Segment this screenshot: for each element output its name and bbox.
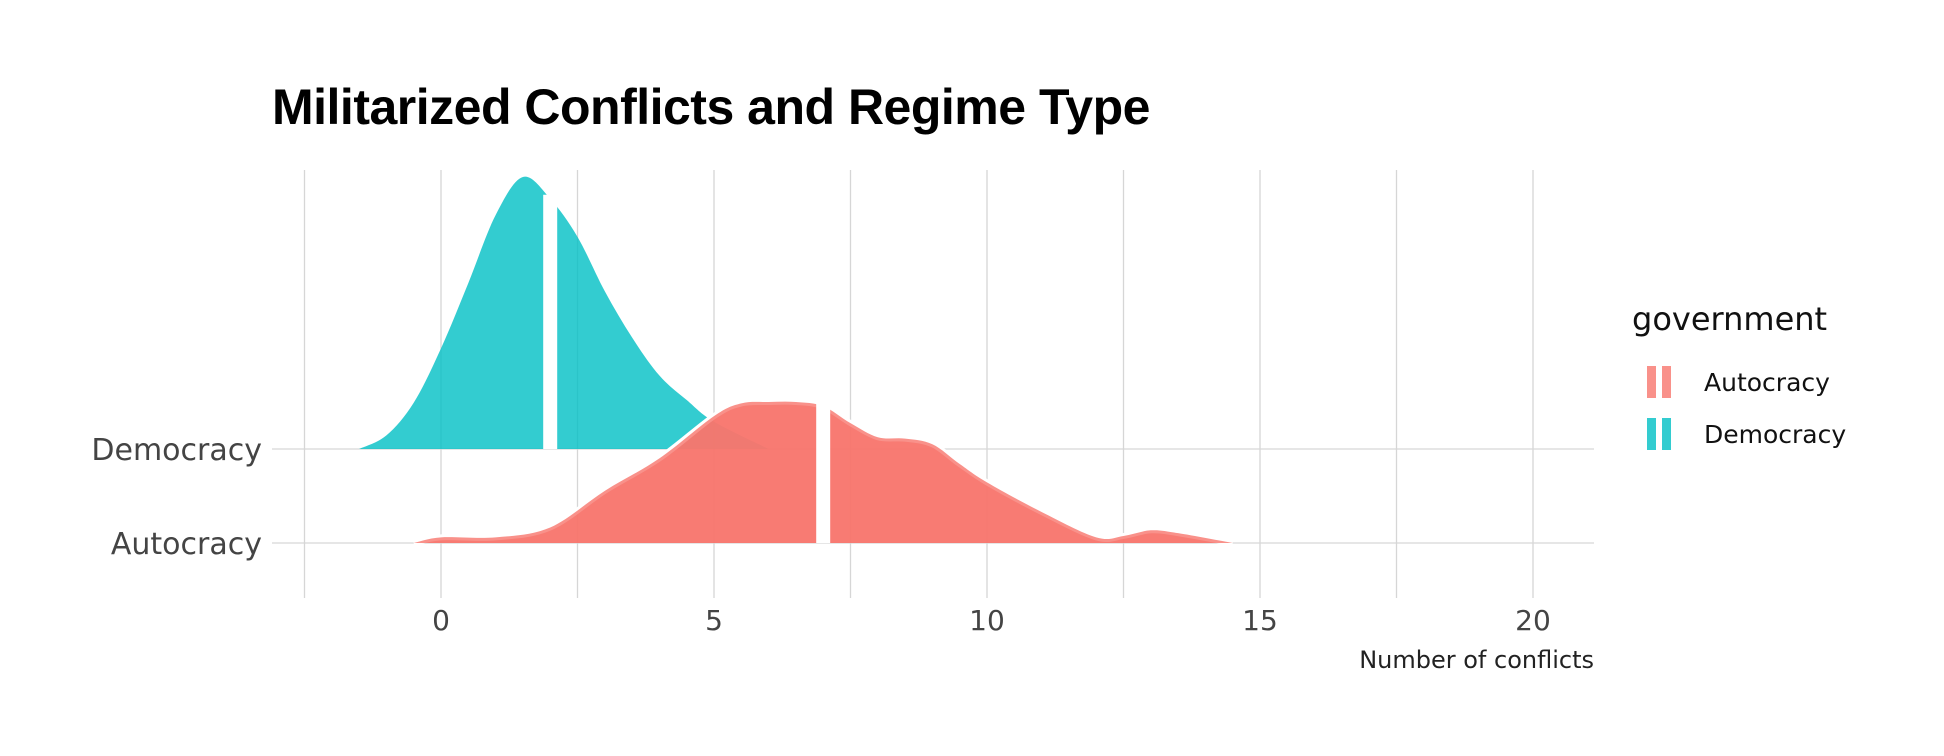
legend-title: government [1632, 300, 1828, 338]
ridge-democracy [359, 176, 769, 449]
y-tick-label: Democracy [91, 433, 262, 468]
x-tick-labels: 0 5 10 15 20 [432, 604, 1551, 637]
x-axis-label: Number of conflicts [1359, 646, 1594, 674]
y-tick-labels: Democracy Autocracy [91, 433, 262, 562]
legend-item-democracy: Democracy [1632, 408, 1846, 460]
legend-label: Democracy [1704, 419, 1847, 449]
x-tick-label: 10 [969, 604, 1005, 637]
x-tick-label: 15 [1242, 604, 1278, 637]
chart-title: Militarized Conflicts and Regime Type [272, 79, 1150, 135]
ridge-area-democracy [359, 176, 769, 449]
y-tick-label: Autocracy [111, 527, 262, 562]
x-tick-label: 0 [432, 604, 450, 637]
x-tick-label: 5 [705, 604, 723, 637]
x-tick-label: 20 [1515, 604, 1551, 637]
legend-swatch [1642, 366, 1676, 398]
legend-swatch [1642, 418, 1676, 450]
density-ridges [359, 176, 1234, 546]
legend: government Autocracy Democracy [1632, 300, 1846, 460]
legend-label: Autocracy [1704, 367, 1830, 397]
legend-item-autocracy: Autocracy [1632, 356, 1846, 408]
ridge-autocracy [412, 398, 1234, 546]
